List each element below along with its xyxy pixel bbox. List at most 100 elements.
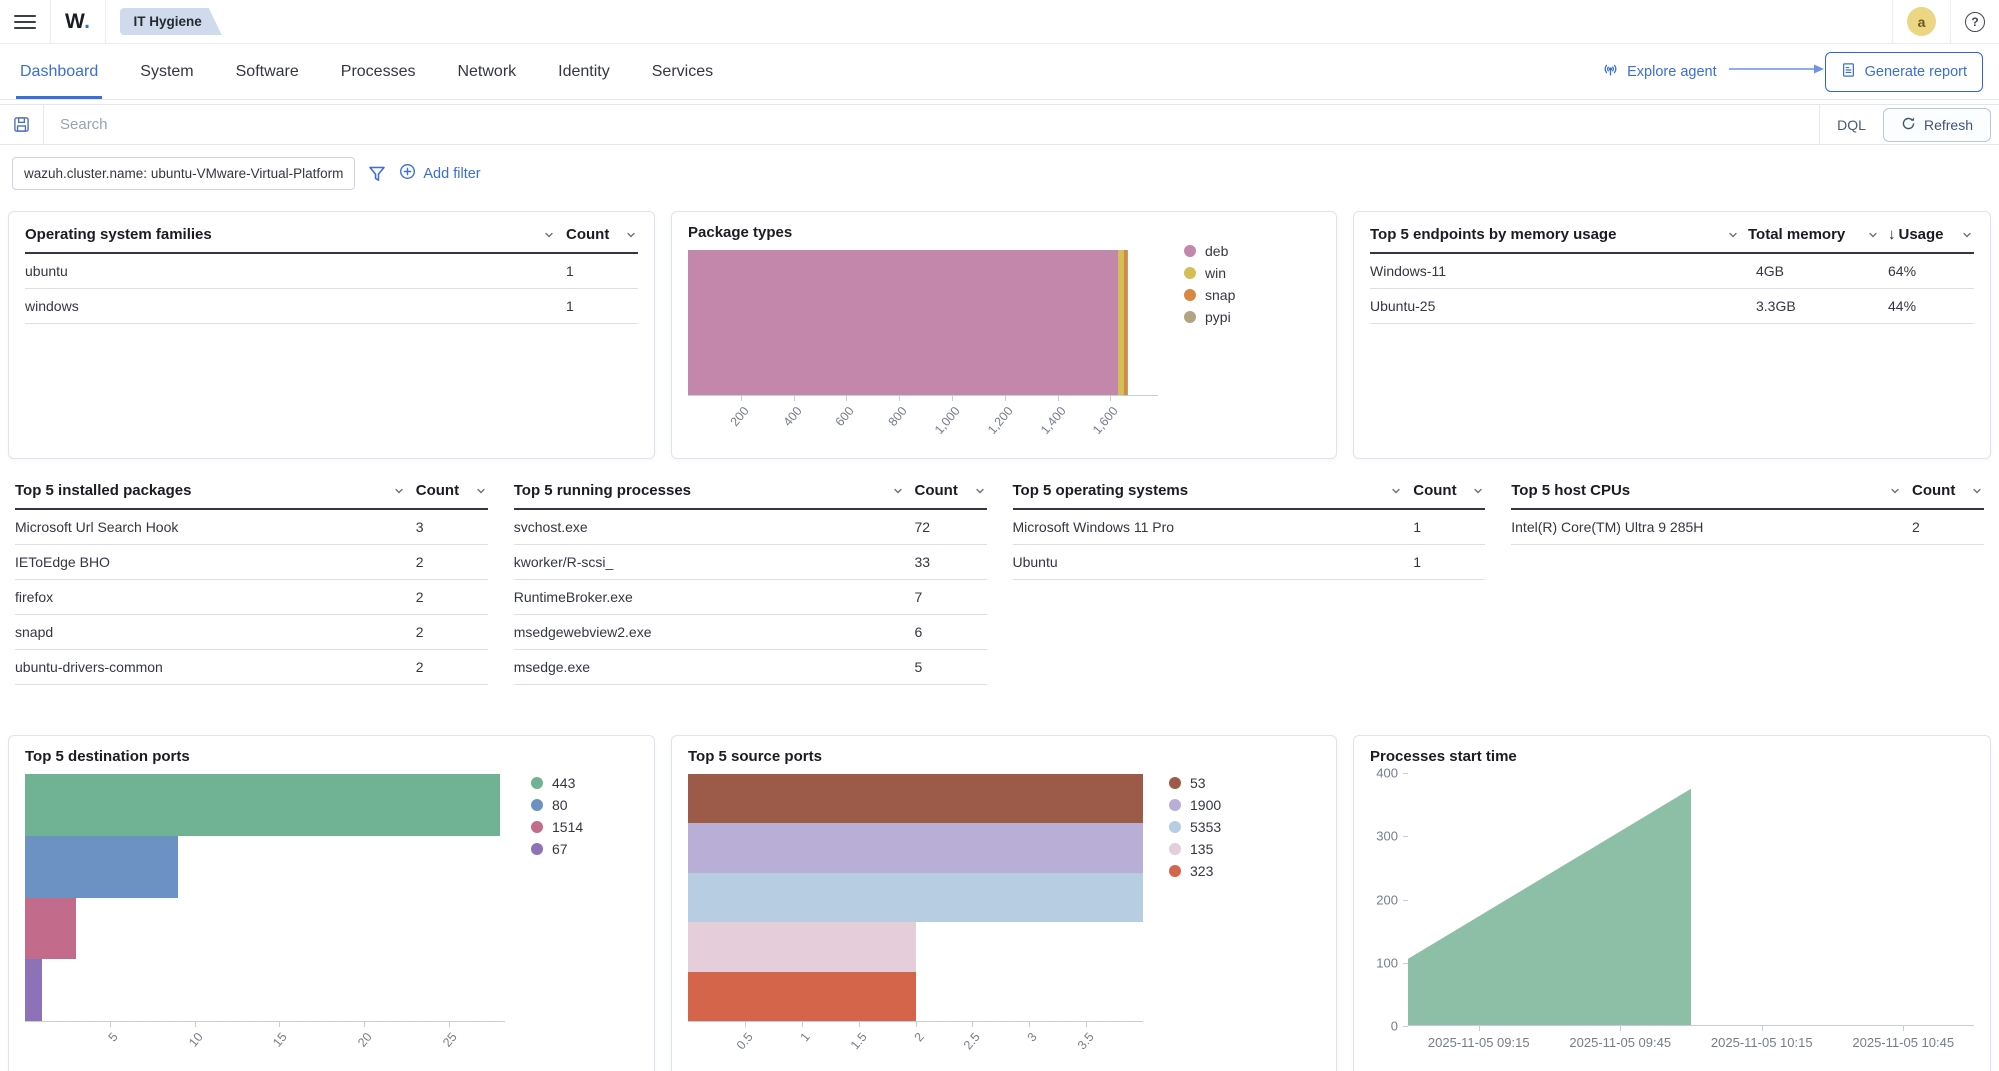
legend-item-win[interactable]: win <box>1184 265 1235 281</box>
refresh-button[interactable]: Refresh <box>1882 107 1991 142</box>
bar-443[interactable] <box>25 774 500 836</box>
x-tick <box>1620 1026 1622 1031</box>
avatar[interactable]: a <box>1907 7 1936 36</box>
table-row[interactable]: RuntimeBroker.exe 7 <box>513 580 987 615</box>
bar-segment-pypi[interactable] <box>1126 250 1128 395</box>
explore-agent-button[interactable]: Explore agent <box>1602 62 1717 82</box>
bar-segment-deb[interactable] <box>688 250 1119 395</box>
stacked-bar <box>688 250 1158 395</box>
tab[interactable]: Identity <box>554 44 614 99</box>
count-column-header[interactable]: Count <box>566 226 610 243</box>
tab[interactable]: Network <box>453 44 520 99</box>
table-row[interactable]: svchost.exe 72 <box>513 510 987 545</box>
legend-item-323[interactable]: 323 <box>1169 863 1221 879</box>
bar-323[interactable] <box>688 971 916 1021</box>
sort-chevron-icon[interactable] <box>392 484 406 498</box>
sort-chevron-icon[interactable] <box>1726 228 1740 242</box>
bar-53[interactable] <box>688 774 1143 824</box>
sort-chevron-icon[interactable] <box>1970 484 1984 498</box>
x-tick-label: 2.5 <box>961 1030 984 1053</box>
table-row[interactable]: snapd 2 <box>15 615 488 650</box>
legend-dot <box>531 799 543 811</box>
legend-item-1900[interactable]: 1900 <box>1169 797 1221 813</box>
sort-chevron-icon[interactable] <box>891 484 905 498</box>
legend-item-53[interactable]: 53 <box>1169 775 1221 791</box>
x-tick-label: 1,600 <box>1090 404 1122 437</box>
filter-funnel-icon[interactable] <box>368 165 386 183</box>
divider <box>1892 0 1893 43</box>
search-input[interactable] <box>44 116 1820 133</box>
legend-item-1514[interactable]: 1514 <box>531 819 583 835</box>
sort-chevron-icon[interactable] <box>542 228 556 242</box>
tab[interactable]: Services <box>648 44 717 99</box>
table-row[interactable]: windows 1 <box>25 289 638 324</box>
bar-67[interactable] <box>25 959 42 1021</box>
table-row[interactable]: Intel(R) Core(TM) Ultra 9 285H 2 <box>1511 510 1984 545</box>
filter-pill[interactable]: wazuh.cluster.name: ubuntu-VMware-Virtua… <box>12 157 356 190</box>
legend-dot <box>1169 777 1181 789</box>
bar-plot <box>688 774 1143 1022</box>
count-column-header[interactable]: Count <box>415 482 460 499</box>
usage-column-header[interactable]: ↓ Usage <box>1888 226 1944 243</box>
bar-135[interactable] <box>688 922 916 972</box>
legend-item-443[interactable]: 443 <box>531 775 583 791</box>
x-tick <box>1086 1022 1088 1027</box>
count-column-header[interactable]: Count <box>1912 482 1956 499</box>
memory-column-header[interactable]: Total memory <box>1748 226 1846 243</box>
legend-item-snap[interactable]: snap <box>1184 287 1235 303</box>
bar-1514[interactable] <box>25 897 76 960</box>
table-row[interactable]: Ubuntu 1 <box>1012 545 1486 580</box>
table-row[interactable]: IEToEdge BHO 2 <box>15 545 488 580</box>
table-row[interactable]: ubuntu-drivers-common 2 <box>15 650 488 685</box>
legend-item-67[interactable]: 67 <box>531 841 583 857</box>
panel-processes-start-time: Processes start time 400 300 200 100 0 2025-… <box>1353 735 1991 1071</box>
panel-installed-packages: Top 5 installed packages Count Microsoft… <box>15 480 488 715</box>
sort-chevron-icon[interactable] <box>1389 484 1403 498</box>
table-row[interactable]: Microsoft Url Search Hook 3 <box>15 510 488 545</box>
sort-chevron-icon[interactable] <box>1471 484 1485 498</box>
legend-item-135[interactable]: 135 <box>1169 841 1221 857</box>
table-row[interactable]: Ubuntu-25 3.3GB 44% <box>1370 289 1974 324</box>
x-tick <box>793 396 795 401</box>
sort-chevron-icon[interactable] <box>1888 484 1902 498</box>
count-column-header[interactable]: Count <box>1413 482 1457 499</box>
legend-item-pypi[interactable]: pypi <box>1184 309 1235 325</box>
breadcrumb[interactable]: IT Hygiene <box>120 8 222 35</box>
save-query-icon[interactable] <box>0 105 44 144</box>
wazuh-logo[interactable]: W. <box>65 9 91 33</box>
bar-segment-snap[interactable] <box>1123 250 1127 395</box>
generate-report-button[interactable]: Generate report <box>1824 51 1983 92</box>
table-row[interactable]: Microsoft Windows 11 Pro 1 <box>1012 510 1486 545</box>
sort-chevron-icon[interactable] <box>624 228 638 242</box>
sort-chevron-icon[interactable] <box>1866 228 1880 242</box>
sort-chevron-icon[interactable] <box>973 484 987 498</box>
tab[interactable]: Software <box>232 44 303 99</box>
table-row[interactable]: kworker/R-scsi_ 33 <box>513 545 987 580</box>
sort-chevron-icon[interactable] <box>474 484 488 498</box>
count-column-header[interactable]: Count <box>914 482 958 499</box>
help-icon[interactable]: ? <box>1965 11 1985 32</box>
legend-item-5353[interactable]: 5353 <box>1169 819 1221 835</box>
legend-item-80[interactable]: 80 <box>531 797 583 813</box>
sort-chevron-icon[interactable] <box>1960 228 1974 242</box>
legend-item-deb[interactable]: deb <box>1184 243 1235 259</box>
bar-5353[interactable] <box>688 872 1143 923</box>
table-header: Top 5 endpoints by memory usage Total me… <box>1370 226 1974 254</box>
table-row[interactable]: Windows-11 4GB 64% <box>1370 254 1974 289</box>
dql-selector[interactable]: DQL <box>1820 117 1883 133</box>
bar-segment-win[interactable] <box>1118 250 1124 395</box>
bar-1900[interactable] <box>688 823 1143 873</box>
tab[interactable]: System <box>136 44 197 99</box>
tab[interactable]: Processes <box>337 44 420 99</box>
table-row[interactable]: ubuntu 1 <box>25 254 638 289</box>
annotation-arrow <box>1728 61 1825 82</box>
menu-icon[interactable] <box>14 14 36 29</box>
tab-bar: Dashboard System Software Processes Netw… <box>0 44 1999 100</box>
table-row[interactable]: msedge.exe 5 <box>513 650 987 685</box>
bar-80[interactable] <box>25 835 178 898</box>
tab[interactable]: Dashboard <box>16 44 103 99</box>
add-filter-button[interactable]: Add filter <box>399 163 481 184</box>
table-row[interactable]: firefox 2 <box>15 580 488 615</box>
dashboard-row-2: Top 5 installed packages Count Microsoft… <box>0 480 1999 715</box>
table-row[interactable]: msedgewebview2.exe 6 <box>513 615 987 650</box>
